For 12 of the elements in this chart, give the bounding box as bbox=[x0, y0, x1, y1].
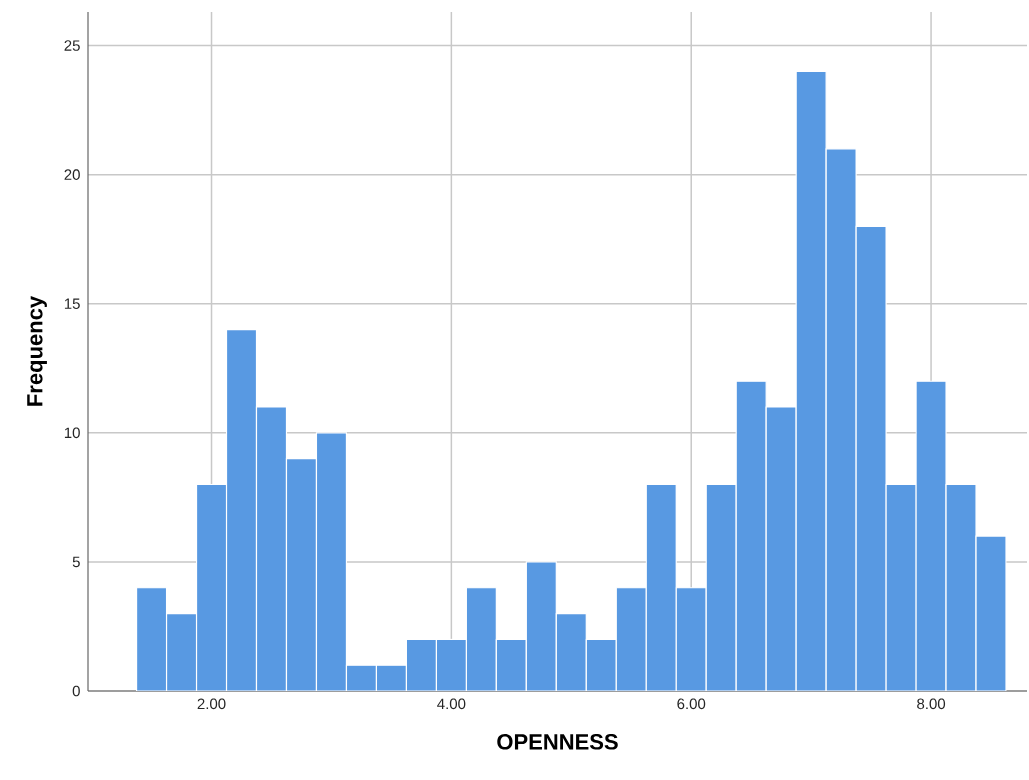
y-tick-label: 0 bbox=[72, 685, 80, 697]
x-tick-label: 4.00 bbox=[437, 698, 466, 710]
y-tick-label: 20 bbox=[64, 169, 80, 180]
x-axis-title: OPENNESS bbox=[497, 734, 618, 750]
y-tick-label: 5 bbox=[72, 556, 80, 568]
x-tick-label: 6.00 bbox=[677, 698, 706, 710]
x-tick-label: 8.00 bbox=[917, 698, 946, 710]
y-axis-title: Frequency bbox=[27, 295, 47, 406]
x-tick-label: 2.00 bbox=[197, 698, 226, 710]
y-tick-label: 25 bbox=[64, 40, 80, 51]
y-tick-label: 15 bbox=[64, 298, 80, 309]
y-tick-label: 10 bbox=[64, 427, 80, 439]
